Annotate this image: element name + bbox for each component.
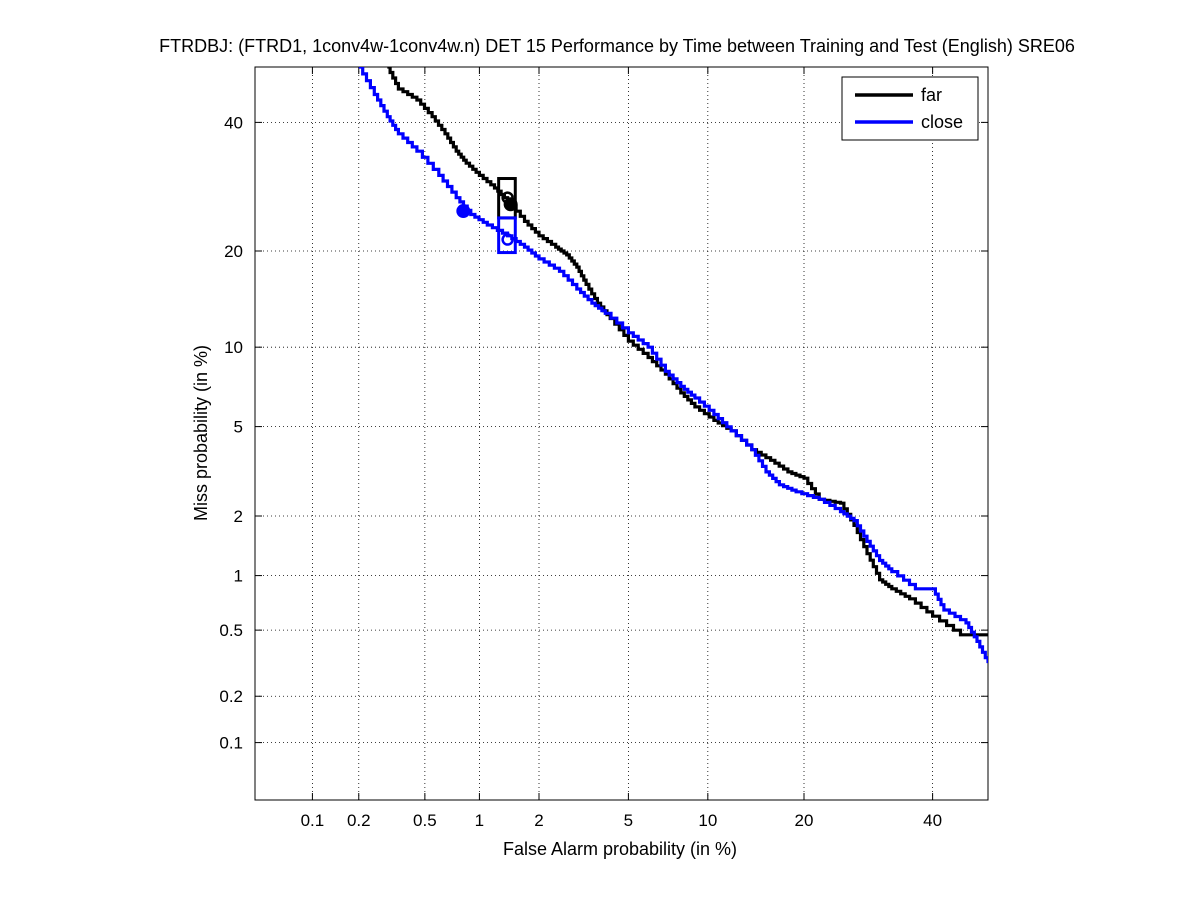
y-tick-label: 0.2 [219,687,243,706]
y-tick-label: 2 [234,507,243,526]
plot-frame [254,66,989,801]
x-tick-label: 10 [698,811,717,830]
y-tick-label: 0.5 [219,621,243,640]
legend-label-far: far [921,85,942,105]
x-tick-label: 0.2 [347,811,371,830]
legend: far close [841,76,979,141]
legend-label-close: close [921,112,963,132]
x-tick-label: 2 [534,811,543,830]
x-axis-label: False Alarm probability (in %) [503,839,737,859]
min-dcf-marker-far [503,197,518,212]
series-line-close [358,67,988,664]
act-dcf-marker-close [501,233,514,246]
x-tick-label: 1 [475,811,484,830]
x-tick-label: 0.5 [413,811,437,830]
dcf-markers [456,177,518,255]
y-tick-label: 0.1 [219,734,243,753]
y-tick-label: 5 [234,418,243,437]
series-lines [358,67,988,664]
x-tick-label: 0.1 [301,811,325,830]
series-line-far [387,67,988,637]
x-tick-label: 20 [795,811,814,830]
axis-ticks [255,67,988,800]
y-axis-tick-labels: 0.1 0.2 0.5 1 2 5 10 20 40 [219,113,243,752]
legend-box [841,76,979,141]
x-tick-label: 5 [624,811,633,830]
y-tick-label: 40 [224,113,243,132]
chart-title: FTRDBJ: (FTRD1, 1conv4w-1conv4w.n) DET 1… [159,36,1075,56]
act-dcf-box-close [497,216,517,255]
y-tick-label: 20 [224,242,243,261]
act-dcf-marker-far [501,191,514,204]
y-axis-label: Miss probability (in %) [191,345,211,521]
y-tick-label: 10 [224,338,243,357]
y-tick-label: 1 [234,567,243,586]
min-dcf-marker-close [456,204,471,219]
x-tick-label: 40 [923,811,942,830]
x-axis-tick-labels: 0.1 0.2 0.5 1 2 5 10 20 40 [301,811,942,830]
